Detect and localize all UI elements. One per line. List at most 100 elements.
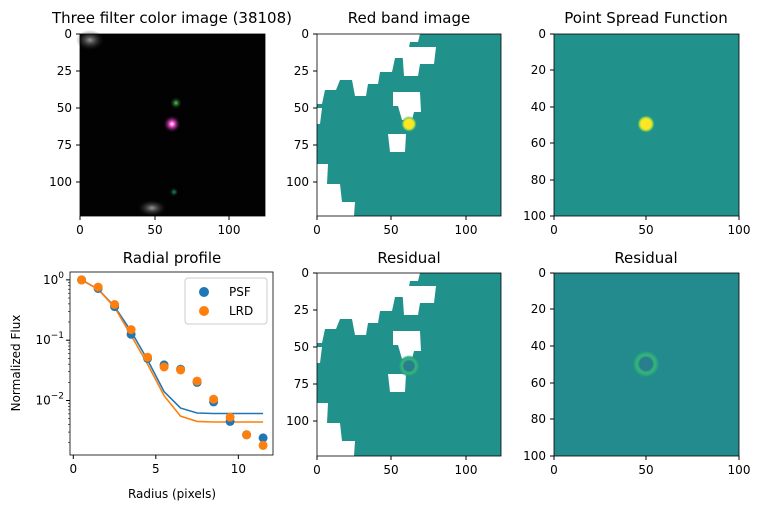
panel-color-image: Three filter color image (38108) 0 50 10… (49, 9, 292, 237)
panel-psf: Point Spread Function 0 50 100 0 20 40 6… (523, 9, 750, 237)
x-tick-label: 50 (147, 223, 162, 237)
y-tick-label: 40 (531, 339, 546, 353)
data-point-lrd (77, 275, 87, 285)
x-ticks: 0 50 100 (550, 456, 750, 477)
data-point-lrd (176, 365, 186, 375)
data-point-lrd (242, 430, 252, 440)
panel-title: Three filter color image (38108) (51, 9, 292, 27)
x-tick-label: 0 (313, 223, 321, 237)
panel-title: Residual (377, 249, 440, 267)
data-point-lrd (225, 412, 235, 422)
y-tick-label: 0 (538, 266, 546, 280)
y-tick-label: 100 (523, 209, 546, 223)
y-tick-label: 75 (57, 138, 72, 152)
data-point-lrd (159, 362, 169, 372)
legend-label-psf: PSF (229, 285, 251, 299)
axes-frame (316, 272, 502, 457)
panel-radial-profile: Radial profile 0 5 10 100 10−1 10−2 Radius (… (9, 249, 274, 501)
panel-title: Red band image (348, 9, 471, 27)
corner-galaxy-top (76, 30, 104, 50)
y-tick-label: 10−1 (35, 331, 64, 347)
data-point-lrd (192, 376, 202, 386)
y-tick-label: 50 (294, 340, 309, 354)
x-axis-label: Radius (pixels) (128, 487, 216, 501)
x-tick-label: 0 (69, 462, 77, 476)
y-tick-label: 75 (294, 138, 309, 152)
x-tick-label: 0 (313, 463, 321, 477)
y-tick-label: 60 (531, 136, 546, 150)
y-tick-label: 20 (531, 302, 546, 316)
y-tick-label: 80 (531, 173, 546, 187)
x-tick-label: 0 (550, 463, 558, 477)
y-tick-label: 10−2 (35, 392, 64, 408)
x-tick-label: 0 (76, 223, 84, 237)
x-ticks: 0 50 100 (313, 216, 477, 237)
y-tick-label: 100 (286, 414, 309, 428)
legend-marker-psf (199, 287, 209, 297)
legend-label-lrd: LRD (229, 304, 253, 318)
green-source (170, 97, 182, 109)
y-tick-label: 25 (294, 303, 309, 317)
y-tick-label: 100 (43, 271, 64, 287)
panel-residual-redband: Residual 0 50 100 0 25 50 75 100 (286, 249, 502, 477)
teal-source (169, 187, 179, 197)
y-tick-label: 100 (523, 449, 546, 463)
y-tick-label: 20 (531, 63, 546, 77)
panel-title: Point Spread Function (564, 9, 727, 27)
data-point-lrd (143, 352, 153, 362)
y-ticks: 0 20 40 60 80 100 (523, 266, 554, 463)
masked-regions (317, 273, 436, 456)
axes-frame (79, 33, 266, 217)
x-tick-label: 50 (383, 223, 398, 237)
panel-red-band: Red band image 0 50 100 0 25 50 75 100 (286, 9, 502, 237)
x-tick-label: 50 (638, 223, 653, 237)
y-tick-label: 0 (301, 266, 309, 280)
y-axis-label: Normalized Flux (9, 315, 23, 412)
y-tick-label: 0 (301, 27, 309, 41)
y-ticks: 0 25 50 75 100 (49, 27, 80, 189)
legend-marker-lrd (199, 306, 209, 316)
red-band-source (401, 116, 417, 132)
y-ticks: 0 25 50 75 100 (286, 266, 317, 428)
y-tick-label: 25 (57, 64, 72, 78)
y-tick-label: 25 (294, 64, 309, 78)
y-tick-label: 60 (531, 376, 546, 390)
legend: PSF LRD (184, 277, 268, 325)
x-tick-label: 5 (152, 462, 160, 476)
panel-title: Residual (614, 249, 677, 267)
y-tick-label: 80 (531, 412, 546, 426)
x-tick-label: 100 (728, 463, 751, 477)
axes-frame (69, 271, 274, 456)
y-tick-label: 0 (64, 27, 72, 41)
y-tick-label: 50 (57, 101, 72, 115)
y-tick-label: 0 (538, 27, 546, 41)
residual-ring (632, 350, 660, 378)
x-tick-label: 50 (383, 463, 398, 477)
y-ticks: 0 25 50 75 100 (286, 27, 317, 189)
data-point-lrd (93, 282, 103, 292)
x-tick-label: 100 (218, 223, 241, 237)
panel-residual-psf: Residual 0 50 100 0 20 40 60 80 100 (523, 249, 750, 477)
y-ticks: 0 20 40 60 80 100 (523, 27, 554, 223)
x-tick-label: 10 (231, 462, 246, 476)
x-tick-label: 100 (728, 223, 751, 237)
x-tick-label: 100 (455, 463, 478, 477)
psf-source (637, 115, 655, 133)
data-point-lrd (258, 440, 268, 450)
data-point-lrd (126, 325, 136, 335)
data-point-psf (258, 433, 268, 443)
x-ticks: 0 50 100 (550, 216, 750, 237)
masked-regions (317, 34, 436, 216)
data-point-lrd (110, 300, 120, 309)
axes-frame (316, 33, 502, 217)
y-tick-label: 100 (286, 175, 309, 189)
y-tick-label: 50 (294, 101, 309, 115)
x-ticks: 0 50 100 (313, 456, 477, 477)
y-tick-label: 75 (294, 377, 309, 391)
x-tick-label: 100 (455, 223, 478, 237)
data-point-lrd (209, 394, 219, 404)
y-tick-label: 100 (49, 175, 72, 189)
x-tick-label: 0 (550, 223, 558, 237)
legend-box (184, 277, 268, 325)
